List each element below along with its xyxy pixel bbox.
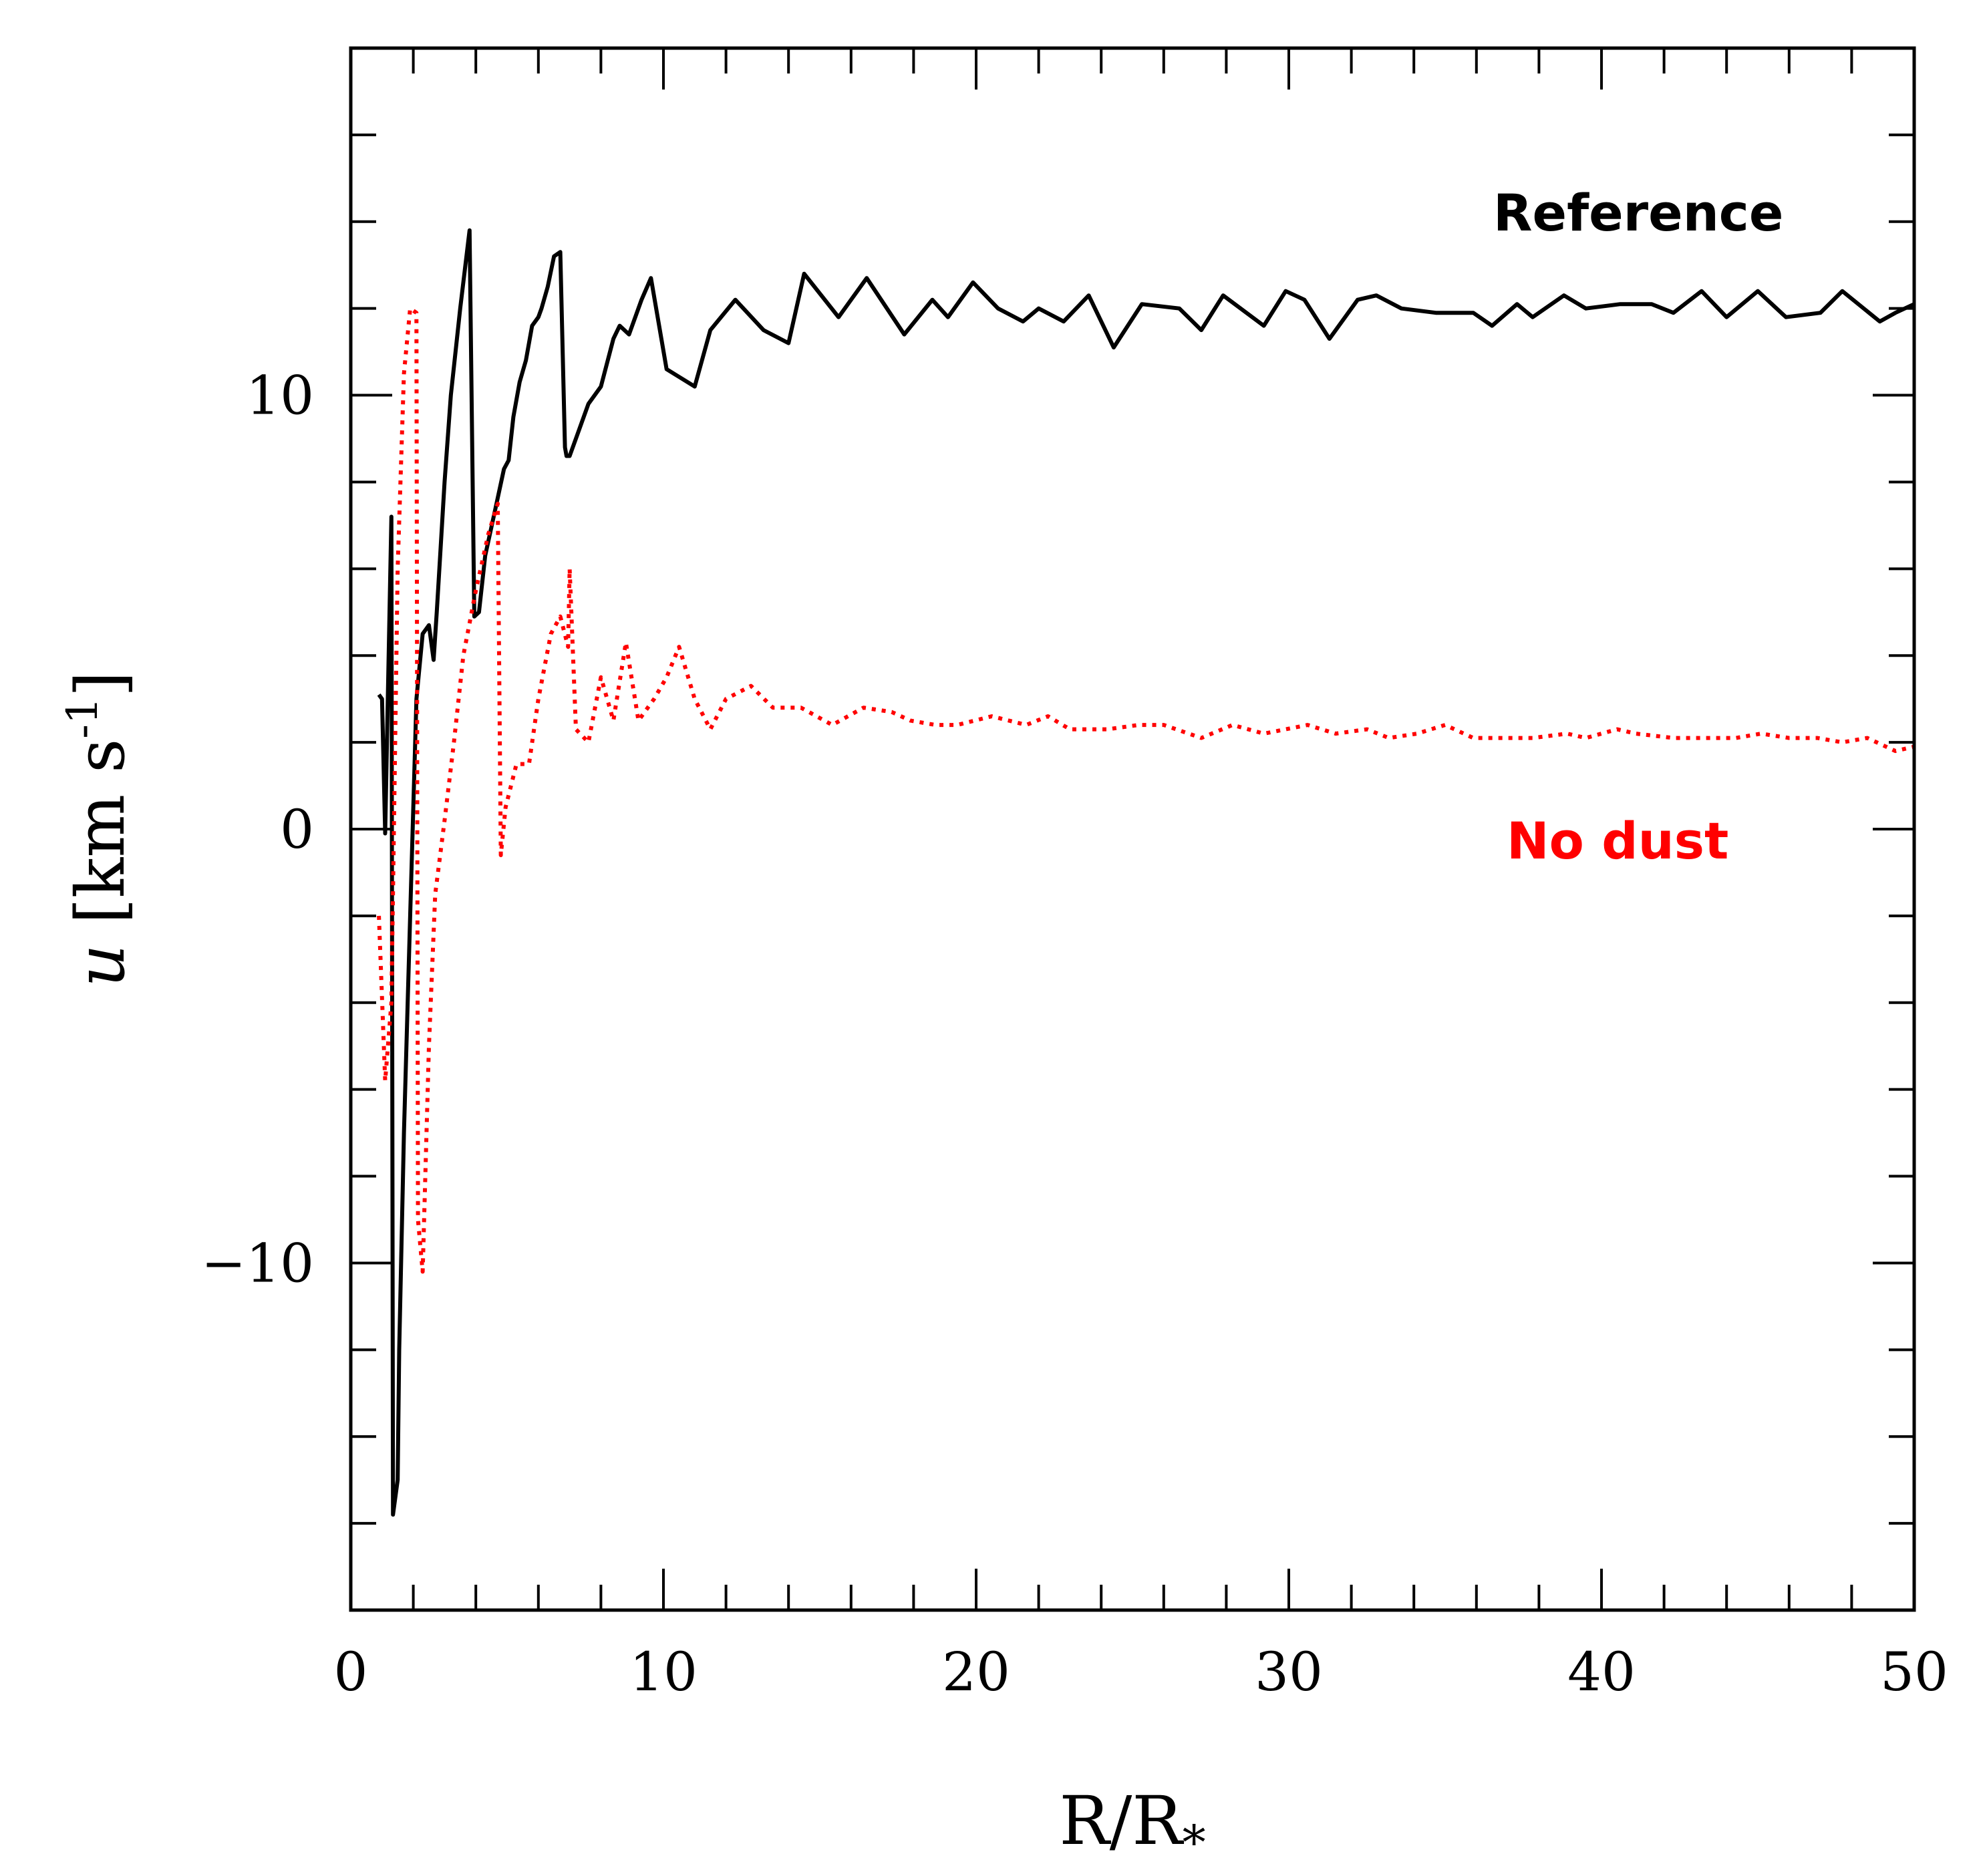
x-axis-title: R/R* bbox=[1059, 1782, 1205, 1870]
y-tick-label: −10 bbox=[201, 1232, 314, 1294]
plot-frame bbox=[349, 46, 1916, 1612]
legend-label-reference: Reference bbox=[1493, 183, 1783, 243]
x-tick-label: 10 bbox=[629, 1641, 698, 1703]
x-tick-label: 40 bbox=[1567, 1641, 1636, 1703]
y-axis-title: u [km s-1] bbox=[58, 671, 140, 987]
x-axis-title-main: R/R bbox=[1059, 1782, 1184, 1860]
x-tick-label: 20 bbox=[942, 1641, 1010, 1703]
x-tick-label: 0 bbox=[334, 1641, 368, 1703]
y-tick-label: 0 bbox=[280, 798, 314, 861]
minor-ticks bbox=[351, 47, 1914, 1611]
series-line-reference bbox=[377, 228, 1916, 1517]
legend-label-no-dust: No dust bbox=[1507, 811, 1728, 871]
x-axis-title-subscript: * bbox=[1183, 1815, 1206, 1870]
svg-text:u[km s-1]: u [km s-1] bbox=[58, 671, 140, 987]
x-tick-label: 30 bbox=[1255, 1641, 1323, 1703]
tick-labels: 0 10 20 30 40 50 −10 0 10 bbox=[201, 365, 1948, 1703]
series-layer bbox=[377, 228, 1916, 1517]
y-axis-title-close: ] bbox=[61, 671, 140, 697]
y-axis-title-symbol: u bbox=[61, 944, 140, 987]
y-axis-title-units: [km s bbox=[61, 739, 140, 925]
y-tick-label: 10 bbox=[246, 365, 314, 427]
series-line-no-dust bbox=[377, 306, 1915, 1274]
y-axis-title-exponent: -1 bbox=[58, 697, 108, 738]
x-tick-label: 50 bbox=[1880, 1641, 1948, 1703]
